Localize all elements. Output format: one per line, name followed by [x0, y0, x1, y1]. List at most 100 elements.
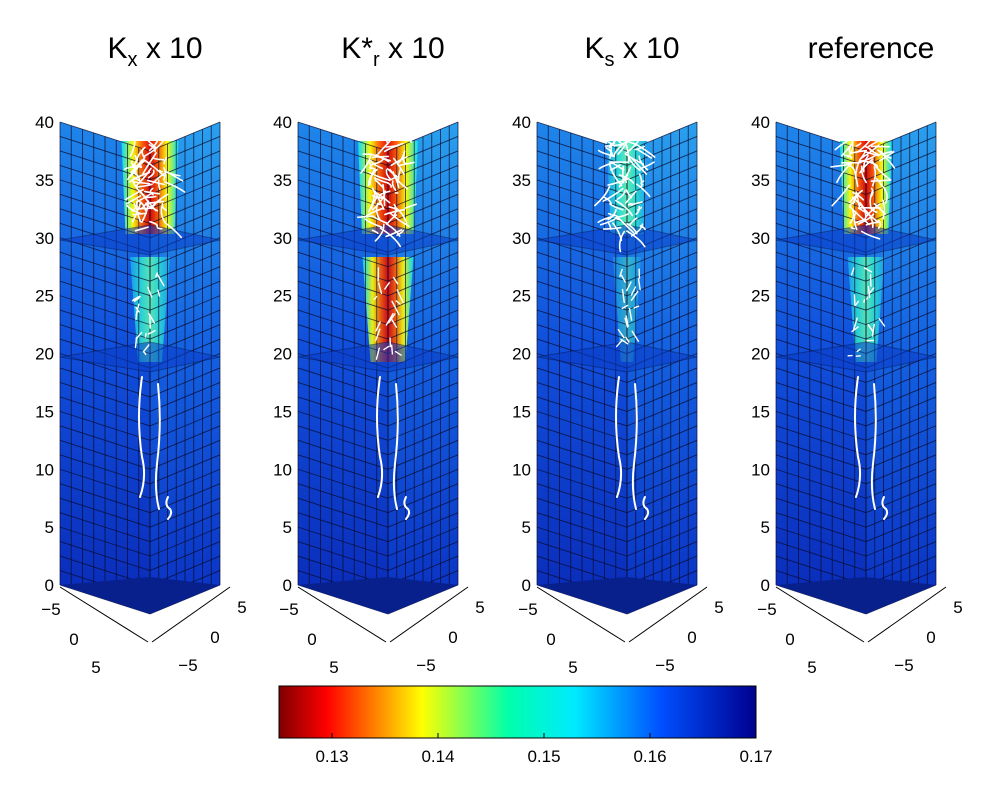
- root-segment: [166, 223, 183, 239]
- base: [298, 577, 458, 614]
- root-segment: [124, 188, 144, 201]
- root-segment: [164, 170, 181, 177]
- root-segment: [374, 223, 385, 242]
- root-segment: [160, 203, 167, 224]
- root-segment: [621, 304, 629, 310]
- root-segment: [135, 193, 152, 203]
- root-segment: [377, 127, 387, 132]
- root-segment: [866, 296, 869, 300]
- root-segment: [619, 268, 623, 278]
- root-segment: [360, 154, 372, 174]
- root-segment: [377, 137, 393, 155]
- root-taproot: [165, 496, 173, 520]
- x-tick-label: −5: [279, 600, 298, 619]
- root-segment: [848, 205, 870, 226]
- root-segment: [130, 159, 143, 174]
- root-segment: [608, 138, 618, 149]
- z-tick-label: 20: [751, 345, 770, 364]
- root-segment: [636, 148, 653, 159]
- root-segment: [843, 154, 853, 159]
- root-segment: [619, 135, 638, 142]
- base: [537, 577, 697, 614]
- root-segment: [135, 167, 152, 188]
- root-segment: [396, 150, 406, 166]
- root-segment: [376, 121, 395, 132]
- root-segment: [631, 157, 648, 175]
- root-segment: [375, 347, 381, 360]
- x-axis-line: [775, 586, 865, 643]
- x-axis-line: [297, 586, 387, 643]
- root-segment: [630, 290, 639, 301]
- root-segment: [396, 289, 404, 304]
- y-axis-line: [628, 586, 708, 643]
- y-tick-label: 0: [210, 628, 219, 647]
- root-segment: [618, 174, 635, 184]
- x-tick-label: 0: [785, 630, 794, 649]
- y-tick-label: −5: [894, 656, 913, 675]
- root-segment: [135, 311, 138, 321]
- root-segment: [615, 215, 635, 234]
- root-segment: [617, 130, 634, 138]
- root-segment: [125, 195, 142, 205]
- root-segment: [390, 156, 408, 167]
- root-segment: [132, 212, 148, 216]
- root-segment: [853, 170, 859, 188]
- root-segment: [859, 201, 867, 218]
- root-segment: [603, 196, 612, 205]
- root-segment: [625, 315, 629, 327]
- z-tick-label: 40: [512, 113, 531, 132]
- root-segment: [614, 199, 634, 217]
- root-segment: [391, 318, 398, 328]
- root-segment: [871, 159, 892, 181]
- root-segment: [134, 226, 149, 232]
- root-segment: [139, 190, 157, 212]
- x-axis-line: [59, 586, 149, 643]
- colorbar: 0.13 0.14 0.15 0.16 0.17: [278, 685, 773, 766]
- root-segment: [638, 155, 649, 171]
- root-segment: [163, 156, 168, 165]
- root-taproot: [631, 383, 638, 510]
- root-segment: [850, 267, 855, 276]
- z-tick-label: 0: [522, 576, 531, 595]
- root-segment: [128, 171, 151, 183]
- root-segment: [143, 190, 161, 195]
- root-segment: [851, 326, 859, 333]
- root-segment: [849, 149, 868, 155]
- root-taproot: [615, 376, 623, 498]
- z-tick-label: 5: [283, 518, 292, 537]
- root-segment: [370, 158, 384, 166]
- root-segment: [382, 128, 392, 138]
- root-segment: [614, 136, 637, 145]
- root-segment: [868, 287, 875, 295]
- root-segment: [878, 121, 883, 127]
- root-taproot: [642, 496, 650, 520]
- root-segment: [850, 226, 856, 230]
- root-segment: [130, 126, 137, 140]
- root-segment: [147, 329, 156, 335]
- colorbar-gradient: [278, 685, 757, 739]
- root-segment: [879, 151, 895, 162]
- root-segment: [856, 129, 862, 141]
- root-segment: [389, 168, 400, 189]
- z-tick-label: 5: [522, 518, 531, 537]
- root-segment: [162, 166, 167, 181]
- root-taproot: [854, 376, 862, 498]
- root-segment: [634, 145, 646, 151]
- root-segment: [371, 187, 385, 210]
- root-segment: [857, 133, 878, 136]
- root-segment: [597, 215, 614, 224]
- root-segment: [123, 165, 137, 171]
- root-segment: [136, 183, 153, 188]
- z-tick-label: 0: [45, 576, 54, 595]
- root-segment: [378, 190, 391, 198]
- root-segment: [865, 221, 878, 226]
- root-segment: [133, 181, 151, 185]
- roots: [121, 114, 186, 520]
- base: [60, 577, 220, 614]
- root-segment: [594, 185, 611, 207]
- root-segment: [854, 218, 867, 224]
- z-tick-label: 20: [35, 345, 54, 364]
